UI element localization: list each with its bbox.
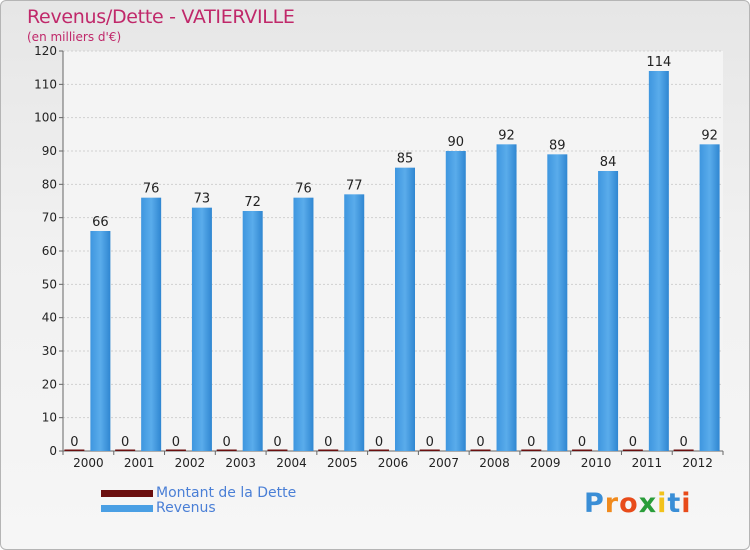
debt-value-label: 0 bbox=[223, 435, 231, 450]
x-tick-label: 2001 bbox=[124, 456, 155, 470]
revenue-bar bbox=[191, 207, 212, 451]
x-tick-label: 2009 bbox=[530, 456, 561, 470]
debt-value-label: 0 bbox=[121, 435, 129, 450]
revenue-value-label: 92 bbox=[498, 128, 515, 143]
revenue-bar bbox=[445, 151, 466, 451]
revenue-bar bbox=[699, 144, 720, 452]
y-tick-label: 20 bbox=[42, 377, 57, 391]
debt-bar bbox=[470, 449, 491, 451]
x-tick-label: 2002 bbox=[175, 456, 206, 470]
y-tick-label: 120 bbox=[34, 44, 57, 58]
debt-value-label: 0 bbox=[324, 435, 332, 450]
debt-value-label: 0 bbox=[476, 435, 484, 450]
legend-label-debt: Montant de la Dette bbox=[156, 485, 297, 501]
debt-bar bbox=[369, 449, 389, 451]
y-tick-label: 10 bbox=[42, 411, 57, 425]
y-tick-label: 100 bbox=[34, 111, 57, 125]
debt-value-label: 0 bbox=[70, 435, 78, 450]
y-tick-label: 50 bbox=[42, 277, 57, 291]
revenue-value-label: 73 bbox=[194, 192, 211, 207]
debt-bar bbox=[521, 449, 542, 451]
debt-bar bbox=[115, 449, 136, 451]
debt-bar bbox=[267, 449, 288, 451]
revenue-bar bbox=[496, 144, 517, 452]
debt-bar bbox=[622, 449, 643, 451]
x-tick-label: 2003 bbox=[225, 456, 256, 470]
debt-value-label: 0 bbox=[629, 435, 637, 450]
logo-letter: P bbox=[584, 488, 605, 519]
debt-bar bbox=[216, 449, 237, 451]
chart-title: Revenus/Dette - VATIERVILLE bbox=[27, 6, 295, 28]
revenue-bar bbox=[598, 171, 619, 451]
y-tick-label: 0 bbox=[49, 444, 57, 458]
legend-swatch-revenue bbox=[101, 505, 153, 512]
y-tick-label: 70 bbox=[42, 211, 57, 225]
y-tick-label: 40 bbox=[42, 311, 57, 325]
x-tick-label: 2010 bbox=[581, 456, 612, 470]
revenue-value-label: 76 bbox=[143, 182, 160, 197]
x-tick-label: 2000 bbox=[73, 456, 104, 470]
revenue-bar bbox=[648, 71, 669, 451]
revenue-bar bbox=[344, 194, 365, 452]
debt-value-label: 0 bbox=[426, 435, 434, 450]
revenue-value-label: 114 bbox=[646, 55, 671, 70]
revenue-value-label: 66 bbox=[92, 215, 109, 230]
revenue-value-label: 90 bbox=[447, 135, 464, 150]
x-tick-label: 2007 bbox=[428, 456, 459, 470]
legend-swatch-debt bbox=[101, 490, 153, 497]
y-tick-label: 110 bbox=[34, 77, 57, 91]
debt-value-label: 0 bbox=[375, 435, 383, 450]
revenue-bar bbox=[293, 197, 314, 451]
legend-label-revenue: Revenus bbox=[156, 500, 216, 516]
debt-value-label: 0 bbox=[527, 435, 535, 450]
debt-bar bbox=[318, 449, 339, 451]
debt-bar bbox=[64, 449, 85, 451]
y-tick-label: 30 bbox=[42, 344, 57, 358]
revenue-value-label: 76 bbox=[295, 182, 312, 197]
revenue-value-label: 84 bbox=[600, 155, 617, 170]
revenue-bar bbox=[141, 197, 162, 451]
logo-letter: r bbox=[604, 488, 620, 519]
logo-letter: t bbox=[667, 488, 682, 519]
logo-letter: o bbox=[619, 488, 639, 519]
logo-letter: x bbox=[638, 488, 658, 519]
logo-letter: i bbox=[657, 488, 668, 519]
debt-value-label: 0 bbox=[273, 435, 281, 450]
revenue-value-label: 85 bbox=[397, 152, 414, 167]
x-tick-label: 2004 bbox=[276, 456, 307, 470]
debt-value-label: 0 bbox=[578, 435, 586, 450]
x-tick-label: 2006 bbox=[378, 456, 409, 470]
y-tick-label: 80 bbox=[42, 177, 57, 191]
y-tick-label: 60 bbox=[42, 244, 57, 258]
logo-letter: i bbox=[681, 488, 692, 519]
revenue-value-label: 72 bbox=[244, 195, 261, 210]
x-tick-label: 2005 bbox=[327, 456, 358, 470]
debt-bar bbox=[419, 449, 440, 451]
revenue-bar bbox=[90, 231, 111, 451]
revenue-bar bbox=[395, 167, 415, 451]
debt-bar bbox=[165, 449, 186, 451]
x-tick-label: 2012 bbox=[682, 456, 713, 470]
revenue-value-label: 92 bbox=[701, 128, 718, 143]
revenue-bar bbox=[242, 211, 263, 451]
y-tick-label: 90 bbox=[42, 144, 57, 158]
debt-bar bbox=[673, 449, 694, 451]
proxiti-logo: Proxiti bbox=[584, 488, 692, 519]
debt-value-label: 0 bbox=[172, 435, 180, 450]
revenue-value-label: 77 bbox=[346, 178, 363, 193]
chart-subtitle: (en milliers d'€) bbox=[27, 30, 122, 44]
debt-value-label: 0 bbox=[679, 435, 687, 450]
x-tick-label: 2008 bbox=[479, 456, 510, 470]
revenue-value-label: 89 bbox=[549, 138, 566, 153]
revenue-bar bbox=[547, 154, 568, 452]
x-tick-label: 2011 bbox=[632, 456, 663, 470]
debt-bar bbox=[572, 449, 593, 451]
